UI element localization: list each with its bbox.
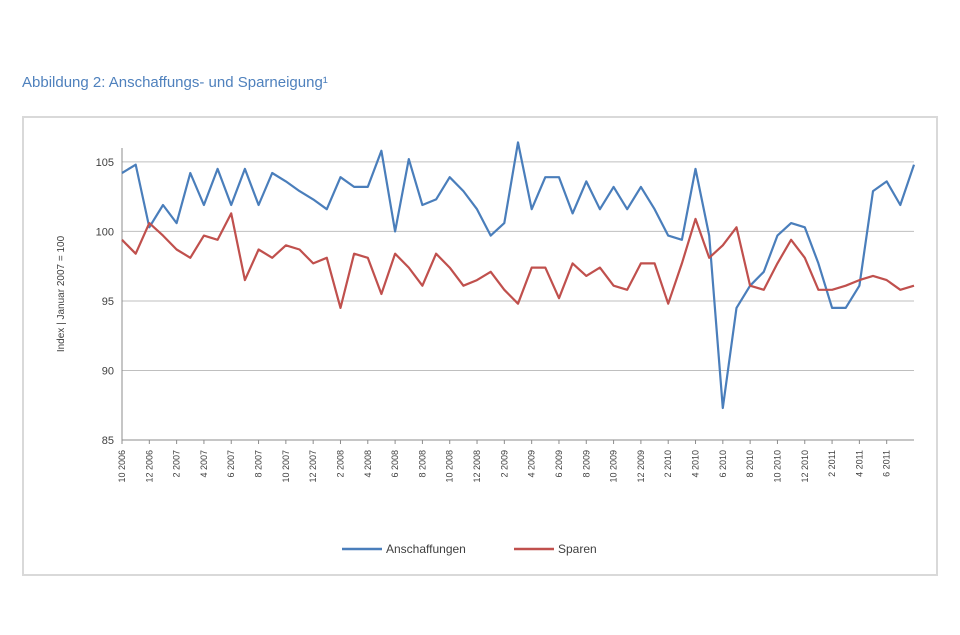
series-line-sparen [121,212,915,309]
series-lines [121,141,916,410]
x-tick-label: 12 2007 [308,450,318,483]
x-tick-label: 12 2006 [144,450,154,483]
x-tick-label: 10 2010 [772,450,782,483]
line-chart: 85 90 95 100 105 Index | Januar 2007 = 100 10 … [56,141,916,556]
y-tick-label: 85 [102,435,114,447]
x-tick-label: 12 2010 [800,450,810,483]
chart-frame: 85 90 95 100 105 Index | Januar 2007 = 100 10 … [22,116,938,576]
x-tick-label: 10 2009 [609,450,619,483]
x-tick-label: 8 2008 [417,450,427,478]
y-tick-label: 95 [102,296,114,308]
x-tick-label: 6 2011 [882,450,892,477]
legend: Anschaffungen Sparen [342,542,597,556]
x-tick-label: 6 2008 [390,450,400,478]
x-tick-label: 10 2007 [281,450,291,483]
series-line-anschaffungen [121,141,916,410]
x-tick-label: 10 2006 [117,450,127,483]
x-tick-label: 10 2008 [445,450,455,483]
y-tick-label: 100 [96,226,114,238]
figure-title: Abbildung 2: Anschaffungs- und Sparneigu… [22,74,328,91]
x-tick-label: 4 2007 [199,450,209,478]
axes: 85 90 95 100 105 Index | Januar 2007 = 100 10 … [56,148,914,483]
x-tick-label: 4 2009 [527,450,537,478]
x-tick-label: 8 2010 [745,450,755,478]
y-axis-title: Index | Januar 2007 = 100 [56,235,67,352]
y-tick-label: 105 [96,157,114,169]
x-tick-label: 2 2009 [499,450,509,478]
x-tick-label: 6 2009 [554,450,564,478]
x-tick-label: 4 2010 [691,450,701,478]
x-tick-label: 2 2010 [663,450,673,478]
x-tick-label: 8 2009 [581,450,591,478]
y-tick-label: 90 [102,365,114,377]
x-tick-label: 2 2008 [335,450,345,478]
x-tick-label: 2 2011 [827,450,837,477]
x-tick-label: 8 2007 [254,450,264,478]
x-tick-label: 4 2008 [363,450,373,478]
x-tick-label: 6 2007 [226,450,236,478]
legend-label: Anschaffungen [386,542,466,556]
x-tick-label: 12 2009 [636,450,646,483]
x-tick-label: 4 2011 [854,450,864,477]
x-tick-label: 12 2008 [472,450,482,483]
x-tick-label: 2 2007 [172,450,182,478]
x-tick-label: 6 2010 [718,450,728,478]
legend-label: Sparen [558,542,597,556]
